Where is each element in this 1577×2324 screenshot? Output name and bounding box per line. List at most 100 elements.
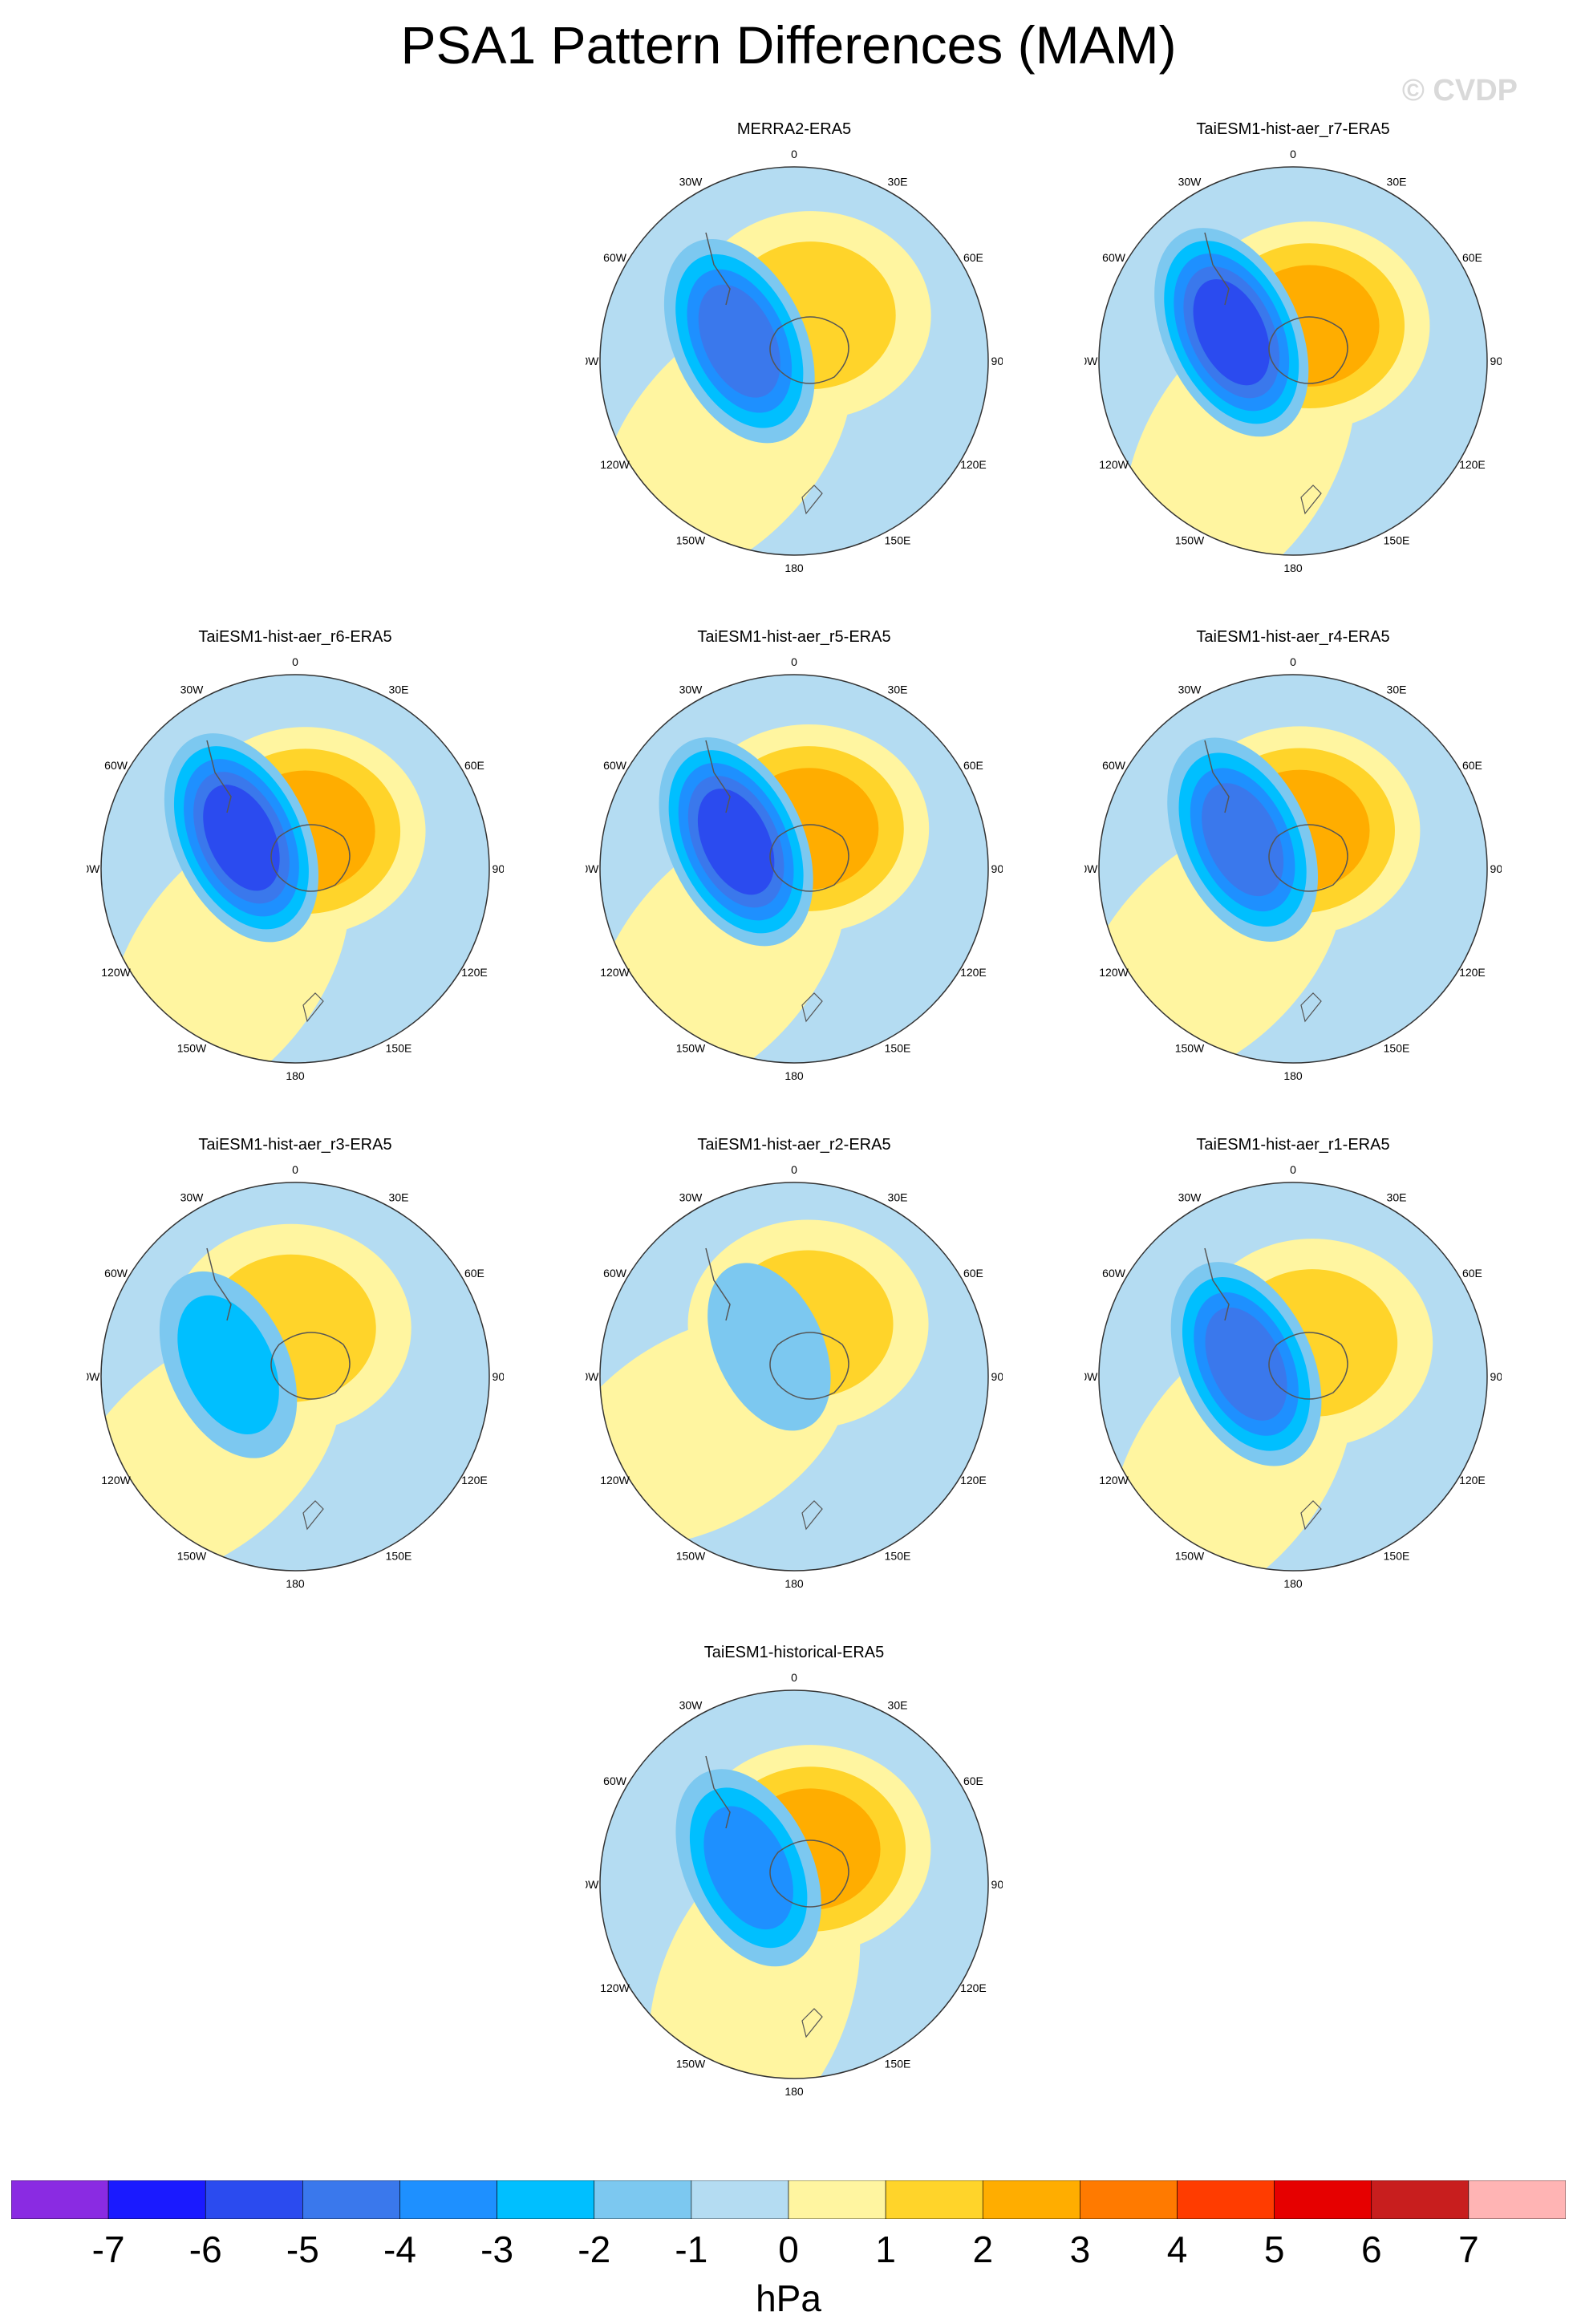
longitude-label: 0 bbox=[292, 1163, 298, 1176]
colorbar-swatch bbox=[1080, 2180, 1178, 2219]
colorbar-swatch bbox=[205, 2180, 303, 2219]
colorbar-tick-label: -7 bbox=[92, 2229, 125, 2270]
longitude-label: 120W bbox=[1099, 1474, 1129, 1486]
longitude-label: 30W bbox=[180, 683, 205, 696]
new-zealand-coastline bbox=[801, 485, 823, 515]
new-zealand-coastline bbox=[1300, 485, 1322, 515]
colorbar-swatch bbox=[399, 2180, 497, 2219]
antarctica-coastline bbox=[769, 824, 849, 892]
colorbar-units: hPa bbox=[756, 2277, 821, 2319]
map-panel-merra2: MERRA2-ERA5 0 30E 60E 90E 120E 150E 180 150W 120… bbox=[586, 120, 1003, 634]
longitude-label: 90W bbox=[87, 1370, 100, 1383]
longitude-label: 60E bbox=[963, 1774, 983, 1787]
colorbar-swatch bbox=[302, 2180, 400, 2219]
panel-title: MERRA2-ERA5 bbox=[736, 120, 852, 138]
polar-map: 0 30E 60E 90E 120E 150E 180 150W 120W 90W 60W 30W bbox=[1084, 655, 1502, 1082]
longitude-label: 150W bbox=[1175, 533, 1205, 546]
colorbar-swatch bbox=[1371, 2180, 1470, 2219]
longitude-label: 30E bbox=[888, 1191, 908, 1204]
longitude-label: 60W bbox=[603, 759, 627, 772]
longitude-label: 150E bbox=[1384, 1549, 1410, 1562]
map-panel-historical: TaiESM1-historical-ERA5 0 30E 60E 90E 120E 15… bbox=[586, 1644, 1003, 2157]
colorbar-swatch bbox=[1468, 2180, 1566, 2219]
longitude-label: 150E bbox=[885, 2057, 911, 2070]
map-border bbox=[599, 1182, 989, 1572]
longitude-label: 150E bbox=[386, 1549, 412, 1562]
colorbar-tick-label: -3 bbox=[480, 2229, 513, 2270]
colorbar-tick-label: -5 bbox=[286, 2229, 319, 2270]
longitude-label: 150W bbox=[676, 533, 706, 546]
longitude-label: 150E bbox=[386, 1041, 412, 1054]
longitude-label: 120E bbox=[461, 966, 488, 979]
colorbar-tick-label: 0 bbox=[778, 2229, 799, 2270]
colorbar-swatch bbox=[1274, 2180, 1372, 2219]
longitude-label: 90E bbox=[1490, 355, 1502, 367]
colorbar-tick-label: 7 bbox=[1458, 2229, 1479, 2270]
longitude-label: 60E bbox=[464, 759, 484, 772]
polar-map: 0 30E 60E 90E 120E 150E 180 150W 120W 90W 60W 30W bbox=[586, 148, 1003, 574]
longitude-label: 120E bbox=[960, 1981, 987, 1994]
map-panel-r7: TaiESM1-hist-aer_r7-ERA5 0 30E 60E 90E 120E 1… bbox=[1084, 120, 1502, 634]
longitude-label: 60E bbox=[963, 1267, 983, 1280]
longitude-label: 90W bbox=[1084, 1370, 1098, 1383]
longitude-label: 0 bbox=[791, 1671, 797, 1684]
longitude-label: 0 bbox=[791, 148, 797, 160]
polar-map: 0 30E 60E 90E 120E 150E 180 150W 120W 90W 60W 30W bbox=[586, 1163, 1003, 1590]
longitude-label: 150E bbox=[1384, 1041, 1410, 1054]
longitude-label: 30W bbox=[1178, 1191, 1202, 1204]
negative-contour bbox=[697, 789, 775, 895]
longitude-label: 150E bbox=[1384, 533, 1410, 546]
longitude-label: 180 bbox=[1283, 1069, 1303, 1082]
longitude-label: 30E bbox=[1387, 176, 1407, 189]
colorbar-swatch bbox=[107, 2180, 206, 2219]
colorbar-tick-label: -1 bbox=[675, 2229, 707, 2270]
negative-contour bbox=[707, 1263, 831, 1431]
longitude-label: 60W bbox=[603, 251, 627, 264]
longitude-label: 90E bbox=[493, 1370, 504, 1383]
negative-contour bbox=[177, 1295, 279, 1434]
longitude-label: 0 bbox=[1290, 655, 1296, 668]
south-america-coastline bbox=[705, 1247, 731, 1321]
panel-title: TaiESM1-historical-ERA5 bbox=[703, 1644, 885, 1661]
panel-title: TaiESM1-hist-aer_r3-ERA5 bbox=[198, 1136, 392, 1154]
longitude-label: 120W bbox=[1099, 458, 1129, 471]
antarctica-coastline bbox=[1268, 824, 1348, 892]
south-america-coastline bbox=[1204, 740, 1230, 813]
longitude-label: 90E bbox=[991, 1370, 1003, 1383]
polar-map: 0 30E 60E 90E 120E 150E 180 150W 120W 90W 60W 30W bbox=[87, 1163, 504, 1590]
longitude-label: 180 bbox=[784, 1069, 804, 1082]
longitude-label: 180 bbox=[286, 1577, 305, 1590]
colorbar-tick-label: 2 bbox=[972, 2229, 993, 2270]
colorbar-tick-labels: -7 -6 -5 -4 -3 -2 -1 0 1 2 3 4 5 6 7 bbox=[92, 2229, 1479, 2270]
longitude-label: 120W bbox=[600, 458, 630, 471]
colorbar-tick-label: -4 bbox=[383, 2229, 416, 2270]
longitude-label: 60W bbox=[1102, 759, 1126, 772]
longitude-label: 60W bbox=[603, 1774, 627, 1787]
longitude-label: 180 bbox=[784, 2085, 804, 2098]
longitude-label: 150W bbox=[177, 1549, 207, 1562]
map-panel-r2: TaiESM1-hist-aer_r2-ERA5 0 30E 60E 90E 120E 1… bbox=[586, 1136, 1003, 1649]
longitude-label: 180 bbox=[784, 562, 804, 574]
colorbar bbox=[11, 2180, 1566, 2219]
longitude-label: 30W bbox=[679, 1699, 703, 1712]
panel-title: TaiESM1-hist-aer_r6-ERA5 bbox=[198, 628, 392, 646]
panel-title: TaiESM1-hist-aer_r5-ERA5 bbox=[697, 628, 891, 646]
new-zealand-coastline bbox=[801, 1500, 823, 1531]
longitude-label: 120W bbox=[600, 966, 630, 979]
longitude-label: 120W bbox=[101, 1474, 131, 1486]
south-america-coastline bbox=[705, 232, 731, 306]
new-zealand-coastline bbox=[302, 1500, 324, 1531]
longitude-label: 30W bbox=[679, 176, 703, 189]
longitude-label: 120E bbox=[960, 1474, 987, 1486]
colorbar-tick-label: 6 bbox=[1361, 2229, 1382, 2270]
figure-title: PSA1 Pattern Differences (MAM) bbox=[400, 15, 1177, 75]
longitude-label: 150W bbox=[676, 1549, 706, 1562]
longitude-label: 120E bbox=[960, 458, 987, 471]
negative-contour bbox=[1193, 279, 1270, 386]
south-america-coastline bbox=[705, 740, 731, 813]
negative-contour bbox=[1205, 1307, 1287, 1421]
antarctica-coastline bbox=[1268, 1332, 1348, 1400]
new-zealand-coastline bbox=[801, 992, 823, 1023]
longitude-label: 90E bbox=[1490, 862, 1502, 875]
longitude-label: 30E bbox=[888, 683, 908, 696]
